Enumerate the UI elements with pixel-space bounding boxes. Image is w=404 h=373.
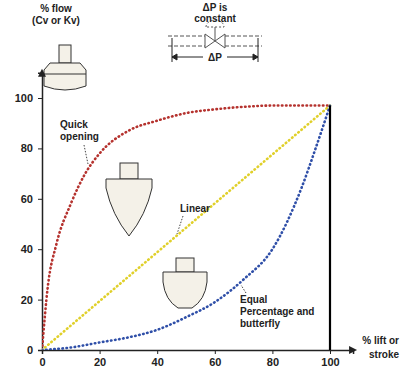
linear-stem	[120, 163, 138, 179]
y-tick: 80	[21, 142, 42, 154]
x-tick-label: 20	[94, 356, 106, 368]
x-axis-title: % lift or stroke	[362, 335, 399, 360]
series-line	[329, 106, 331, 350]
x-tick: 40	[152, 350, 164, 368]
linear-plug	[106, 179, 152, 236]
pipe-line	[168, 36, 205, 37]
chart: ΔP isconstant ΔP 0 20 40 60 80 100 0 20 40 60 80 100%…	[0, 0, 404, 373]
y-tick-mark	[38, 98, 42, 99]
annotation-line: ΔP is	[203, 2, 228, 13]
y-axis-arrow	[38, 69, 46, 77]
y-tick: 60	[21, 193, 42, 205]
x-tick: 20	[94, 350, 106, 368]
annotation-line: constant	[194, 13, 236, 24]
plot-area	[42, 106, 330, 350]
x-tick-mark	[330, 350, 331, 354]
x-tick: 0	[39, 350, 45, 368]
y-tick-label: 20	[21, 294, 33, 306]
series-label: Linear	[180, 203, 210, 214]
y-tick-mark	[38, 199, 42, 200]
quick-opening-plug-rim	[44, 74, 86, 75]
series-label-line: Quick	[60, 119, 88, 130]
x-tick-label: 100	[321, 356, 339, 368]
label-leader	[177, 216, 183, 234]
y-axis-title-line: % flow	[40, 3, 72, 14]
x-tick-mark	[157, 350, 158, 354]
series-label: Quickopening	[60, 119, 99, 142]
x-axis-line	[43, 351, 354, 355]
x-axis-arrow	[349, 346, 357, 354]
label-leader	[84, 145, 88, 164]
dp-arrow	[172, 54, 203, 60]
x-tick-mark	[215, 350, 216, 354]
y-axis-title: % flow(Cv or Kv)	[32, 3, 80, 26]
y-tick: 100	[15, 92, 42, 104]
x-tick: 80	[267, 350, 279, 368]
y-tick: 0	[27, 344, 42, 356]
y-tick-mark	[38, 350, 42, 351]
series-label-line: Linear	[180, 203, 210, 214]
x-tick-label: 40	[152, 356, 164, 368]
y-tick: 40	[21, 243, 42, 255]
quick-opening-stem	[59, 45, 71, 63]
x-tick-label: 0	[39, 356, 45, 368]
pipe-line	[225, 36, 262, 37]
y-tick: 20	[21, 294, 42, 306]
x-tick-label: 60	[209, 356, 221, 368]
series-line	[42, 106, 330, 350]
y-tick-mark	[38, 300, 42, 301]
valve-stem	[215, 27, 216, 41]
valve-icons	[44, 45, 207, 308]
series-label-line: Percentage and	[240, 306, 314, 317]
x-tick: 60	[209, 350, 221, 368]
series-label-line: opening	[60, 131, 99, 142]
pipe-line	[225, 46, 262, 47]
series-label: EqualPercentage andbutterfly	[240, 294, 314, 329]
dp-arrow	[227, 54, 258, 60]
y-tick-mark	[38, 148, 42, 149]
y-tick-label: 100	[15, 92, 33, 104]
y-tick-label: 80	[21, 142, 33, 154]
equal-percentage-plug	[163, 272, 207, 308]
y-tick-label: 40	[21, 243, 33, 255]
y-axis-line	[38, 73, 43, 350]
y-tick-label: 60	[21, 193, 33, 205]
x-tick-label: 80	[267, 356, 279, 368]
annotation: ΔP	[208, 52, 222, 63]
valve-schematic	[168, 20, 262, 62]
y-axis-title-line: (Cv or Kv)	[32, 15, 80, 26]
x-axis-title-line: stroke	[369, 349, 399, 360]
pipe-line	[168, 46, 205, 47]
series-label-line: Equal	[240, 294, 267, 305]
series-line	[42, 106, 330, 350]
x-tick-mark	[272, 350, 273, 354]
y-axis: 0 20 40 60 80 100	[15, 73, 43, 356]
y-tick-mark	[38, 249, 42, 250]
dp-bracket	[258, 38, 259, 62]
equal-percentage-stem	[176, 258, 194, 272]
x-tick: 100	[321, 350, 339, 368]
dp-bracket	[172, 38, 173, 62]
x-axis-title-line: % lift or	[362, 335, 399, 346]
label-leader	[241, 285, 246, 293]
series-line	[42, 106, 330, 350]
annotation-line: ΔP	[208, 52, 222, 63]
x-tick-mark	[100, 350, 101, 354]
series-label-line: butterfly	[240, 318, 280, 329]
annotation: ΔP isconstant	[194, 2, 236, 24]
y-tick-label: 0	[27, 344, 33, 356]
x-axis: 0 20 40 60 80 100	[39, 350, 353, 368]
quick-opening-plug	[44, 63, 86, 90]
